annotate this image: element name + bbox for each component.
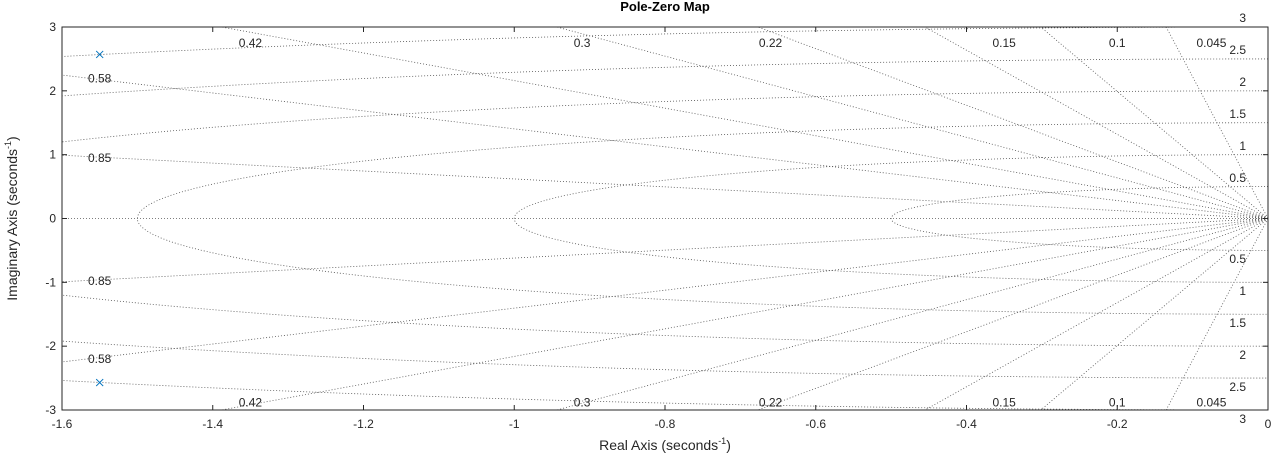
frequency-label: 3	[1239, 11, 1246, 25]
x-tick-label: -1.2	[353, 417, 374, 431]
x-tick-label: -1.6	[52, 417, 73, 431]
damping-label: 0.58	[88, 72, 112, 86]
damping-label: 0.045	[1196, 395, 1226, 409]
frequency-label: 1	[1239, 139, 1246, 153]
frequency-label: 0.5	[1229, 171, 1246, 185]
frequency-label: 2	[1239, 75, 1246, 89]
damping-label: 0.045	[1196, 36, 1226, 50]
axis-ticks: -1.6 -1.4 -1.2 -1 -0.8 -0.6 -0.4 -0.2 0 -3 -2 -1 0 1 2…	[45, 20, 1271, 431]
damping-label: 0.3	[574, 395, 591, 409]
damping-label: 0.3	[574, 36, 591, 50]
y-tick-label: -2	[45, 339, 56, 353]
y-tick-label: -1	[45, 275, 56, 289]
x-tick-label: -1.4	[202, 417, 223, 431]
x-tick-label: -0.8	[655, 417, 676, 431]
damping-label: 0.22	[759, 395, 783, 409]
damping-label: 0.42	[239, 36, 263, 50]
frequency-label: 0.5	[1229, 252, 1246, 266]
x-axis-label: Real Axis (seconds-1)	[599, 436, 731, 453]
chart-title: Pole-Zero Map	[620, 0, 710, 14]
x-tick-label: 0	[1265, 417, 1272, 431]
sgrid-lines	[62, 27, 1268, 410]
damping-label: 0.1	[1109, 395, 1126, 409]
damping-ratio-line	[924, 218, 1268, 410]
frequency-label: 2.5	[1229, 43, 1246, 57]
frequency-label: 2.5	[1229, 380, 1246, 394]
y-tick-label: 3	[49, 20, 56, 34]
damping-ratio-line	[1165, 218, 1268, 410]
x-tick-label: -0.4	[956, 417, 977, 431]
frequency-label: 3	[1239, 412, 1246, 426]
damping-ratio-line	[221, 218, 1268, 410]
frequency-label: 1	[1239, 284, 1246, 298]
x-axis-label-sup: -1	[718, 436, 726, 446]
damping-label: 0.85	[88, 151, 112, 165]
damping-ratio-line	[924, 27, 1268, 219]
x-tick-label: -0.6	[805, 417, 826, 431]
damping-label: 0.22	[759, 36, 783, 50]
damping-ratio-line	[221, 27, 1268, 219]
damping-label: 0.15	[993, 36, 1017, 50]
damping-ratio-line	[62, 218, 1268, 283]
natural-frequency-arc	[137, 122, 1268, 315]
frequency-label: 1.5	[1229, 316, 1246, 330]
y-axis-label-end: )	[4, 136, 20, 141]
natural-frequency-arc	[62, 27, 1268, 410]
y-axis-label-sup: -1	[3, 141, 13, 149]
damping-label: 0.15	[993, 395, 1017, 409]
pole-marker	[95, 378, 104, 387]
x-tick-label: -0.2	[1107, 417, 1128, 431]
damping-label: 0.1	[1109, 36, 1126, 50]
y-tick-label: -3	[45, 403, 56, 417]
y-tick-label: 1	[49, 148, 56, 162]
frequency-label: 2	[1239, 348, 1246, 362]
y-tick-label: 0	[49, 212, 56, 226]
damping-ratio-line	[62, 154, 1268, 219]
x-axis-label-end: )	[726, 437, 731, 453]
sgrid-labels: 0.42 0.3 0.22 0.15 0.1 0.045 0.58 0.85 0.42 0.3 0.…	[88, 11, 1246, 426]
frequency-label: 1.5	[1229, 107, 1246, 121]
y-axis-label-main: Imaginary Axis (seconds	[4, 149, 20, 301]
damping-ratio-line	[757, 218, 1268, 410]
damping-ratio-line	[757, 27, 1268, 219]
poles	[95, 50, 104, 387]
damping-label: 0.58	[88, 352, 112, 366]
natural-frequency-arc	[890, 186, 1268, 251]
x-axis-label-main: Real Axis (seconds	[599, 437, 718, 453]
pole-marker	[95, 50, 104, 59]
y-tick-label: 2	[49, 84, 56, 98]
damping-label: 0.85	[88, 274, 112, 288]
y-axis-label: Imaginary Axis (seconds-1)	[3, 136, 20, 300]
natural-frequency-arc	[62, 58, 1268, 379]
x-tick-label: -1	[509, 417, 520, 431]
damping-label: 0.42	[239, 395, 263, 409]
